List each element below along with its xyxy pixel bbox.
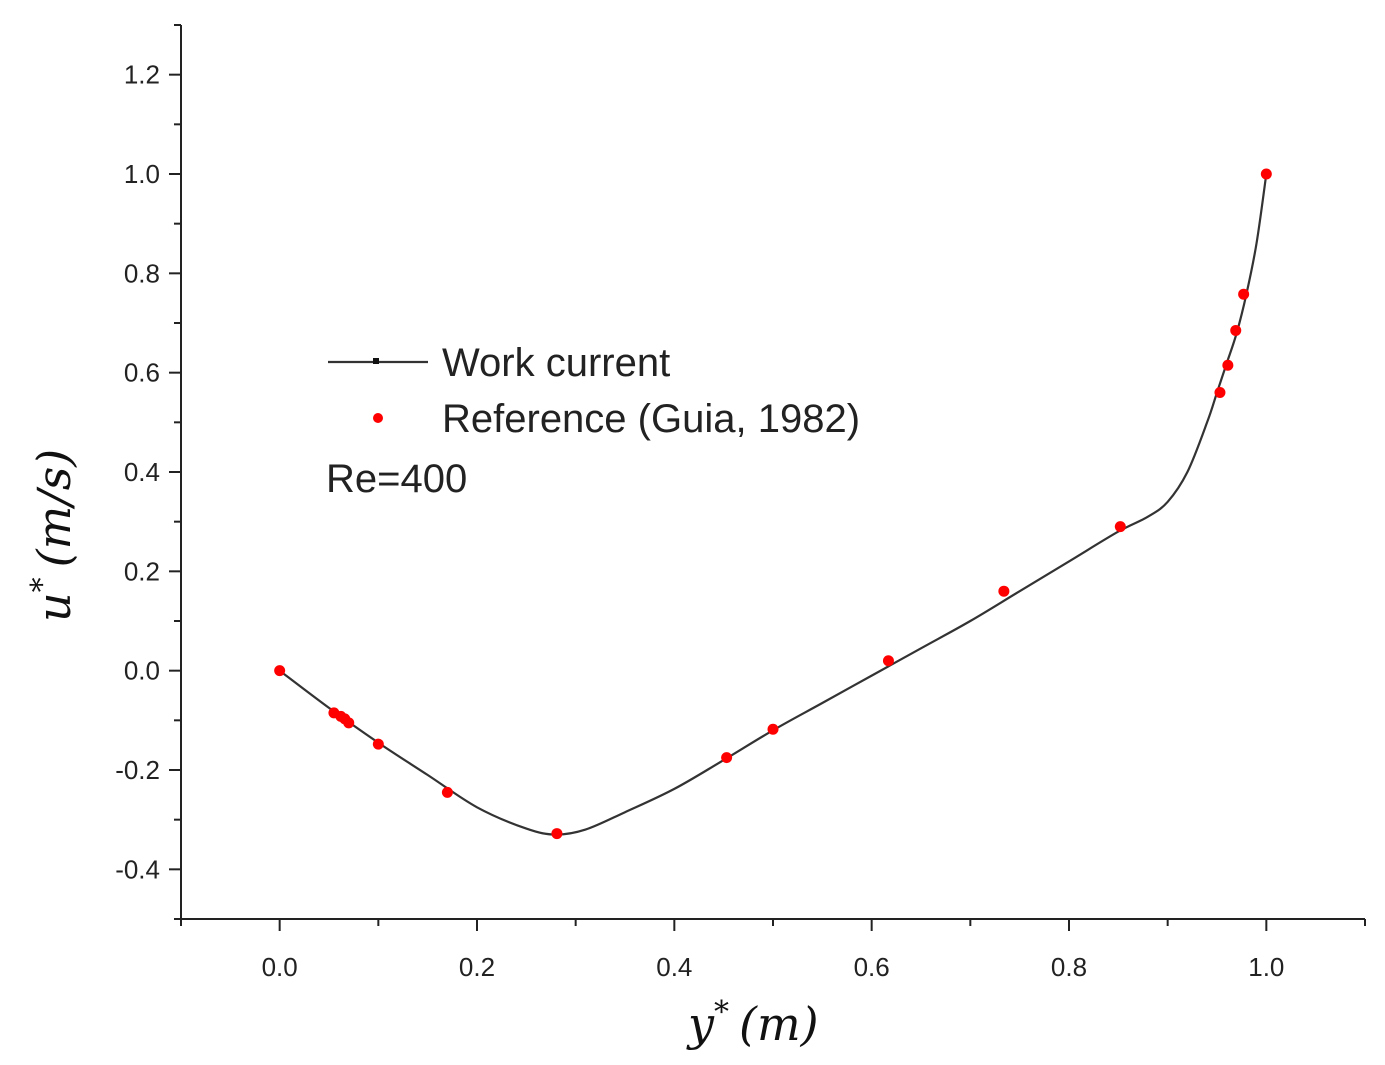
y-tick-label: 1.2 bbox=[124, 60, 160, 90]
series-markers-reference bbox=[274, 168, 1272, 840]
y-axis-title: u* (m/s) bbox=[25, 449, 81, 622]
x-axis-title-unit: (m) bbox=[739, 997, 819, 1051]
annotation-re: Re=400 bbox=[326, 457, 467, 501]
y-tick-label: 0.2 bbox=[124, 556, 160, 586]
legend-label-work-current: Work current bbox=[442, 341, 670, 385]
legend: Work current Reference (Guia, 1982) Re=4… bbox=[326, 341, 860, 501]
reference-point bbox=[1222, 359, 1234, 371]
y-tick-label: 0.8 bbox=[124, 258, 160, 288]
y-tick-label: 1.0 bbox=[124, 159, 160, 189]
x-tick-label: 0.6 bbox=[854, 952, 890, 982]
reference-point bbox=[441, 786, 453, 798]
reference-point bbox=[343, 717, 355, 729]
reference-point bbox=[1260, 168, 1272, 180]
x-tick-label: 0.0 bbox=[262, 952, 298, 982]
series-line-work-current bbox=[279, 173, 1268, 836]
reference-point bbox=[1214, 387, 1226, 399]
y-axis-title-sup: * bbox=[25, 577, 60, 592]
y-tick-label: -0.4 bbox=[115, 854, 160, 884]
reference-point bbox=[372, 738, 384, 750]
y-tick-label: 0.6 bbox=[124, 358, 160, 388]
reference-point bbox=[998, 585, 1010, 597]
legend-marker-swatch bbox=[373, 413, 383, 423]
x-ticks bbox=[180, 919, 1366, 931]
reference-point bbox=[767, 723, 779, 735]
reference-point bbox=[882, 655, 894, 667]
y-ticks bbox=[169, 24, 181, 920]
reference-point bbox=[551, 828, 563, 840]
y-tick-label: -0.2 bbox=[115, 755, 160, 785]
y-axis-title-var: u bbox=[27, 592, 81, 622]
legend-label-reference: Reference (Guia, 1982) bbox=[442, 397, 860, 441]
x-axis-title-sup: * bbox=[714, 995, 729, 1030]
reference-point bbox=[1114, 521, 1126, 533]
y-axis-title-unit: (m/s) bbox=[27, 449, 81, 568]
x-tick-label: 1.0 bbox=[1248, 952, 1284, 982]
reference-point bbox=[274, 665, 286, 677]
x-tick-labels: 0.0 0.2 0.4 0.6 0.8 1.0 bbox=[262, 952, 1285, 982]
y-tick-label: 0.0 bbox=[124, 656, 160, 686]
legend-line-marker bbox=[373, 358, 379, 364]
y-tick-labels: -0.4 -0.2 0.0 0.2 0.4 0.6 0.8 1.0 1.2 bbox=[115, 60, 160, 885]
reference-point bbox=[1238, 288, 1250, 300]
reference-point bbox=[721, 752, 733, 764]
x-axis-title: y* (m) bbox=[686, 995, 819, 1051]
x-tick-label: 0.4 bbox=[656, 952, 692, 982]
x-tick-label: 0.2 bbox=[459, 952, 495, 982]
x-axis-title-var: y bbox=[686, 997, 715, 1051]
reference-point bbox=[1230, 324, 1242, 336]
y-tick-label: 0.4 bbox=[124, 457, 160, 487]
x-tick-label: 0.8 bbox=[1051, 952, 1087, 982]
